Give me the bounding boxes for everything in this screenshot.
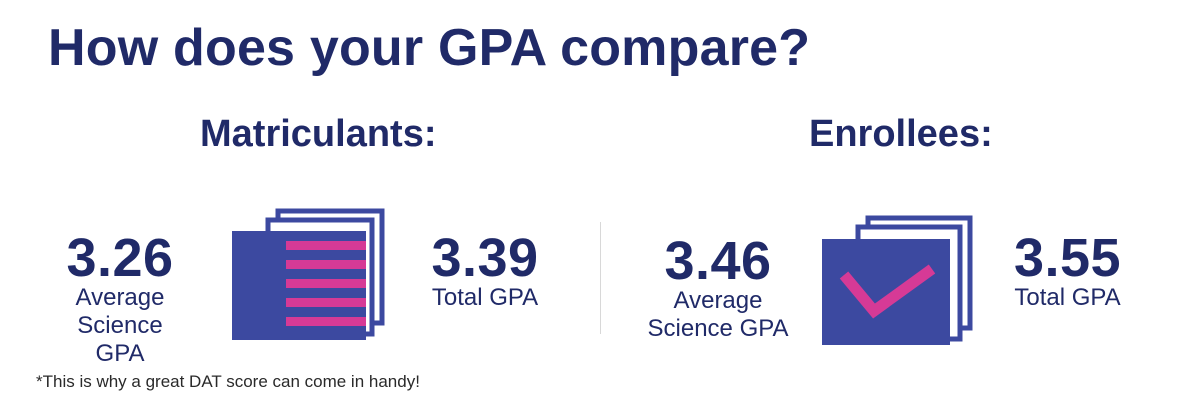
document-line — [286, 317, 366, 326]
checkmark-icon — [839, 264, 936, 319]
document-line — [286, 279, 366, 288]
section-divider — [600, 222, 601, 334]
enrollees-total-gpa-label: Total GPA — [1014, 284, 1121, 311]
matriculants-heading: Matriculants: — [200, 113, 437, 155]
enrollees-science-gpa-label-line1: Average — [673, 287, 763, 314]
footnote: *This is why a great DAT score can come … — [36, 372, 420, 391]
page-title: How does your GPA compare? — [48, 19, 811, 77]
enrollees-total-gpa-value: 3.55 — [1013, 228, 1122, 288]
matriculants-science-gpa-label-line2: Science GPA — [77, 312, 163, 367]
document-line — [286, 241, 366, 250]
matriculants-total-gpa-value: 3.39 — [431, 228, 539, 288]
document-stack-icon — [232, 208, 385, 340]
checkmark-stack-icon — [822, 215, 973, 345]
enrollees-total-gpa: 3.55 Total GPA — [995, 228, 1140, 312]
matriculants-science-gpa: 3.26 Average Science GPA — [50, 228, 190, 368]
document-line — [286, 298, 366, 307]
matriculants-total-gpa-label: Total GPA — [431, 284, 539, 311]
enrollees-science-gpa: 3.46 Average Science GPA — [638, 231, 798, 343]
matriculants-total-gpa: 3.39 Total GPA — [410, 228, 560, 312]
card-sheet-front — [822, 239, 950, 345]
enrollees-science-gpa-value: 3.46 — [664, 231, 772, 291]
matriculants-science-gpa-value: 3.26 — [66, 228, 174, 288]
matriculants-science-gpa-label-line1: Average — [75, 284, 165, 311]
enrollees-science-gpa-label-line2: Science GPA — [647, 315, 789, 342]
enrollees-heading: Enrollees: — [809, 113, 993, 155]
document-line — [286, 260, 366, 269]
